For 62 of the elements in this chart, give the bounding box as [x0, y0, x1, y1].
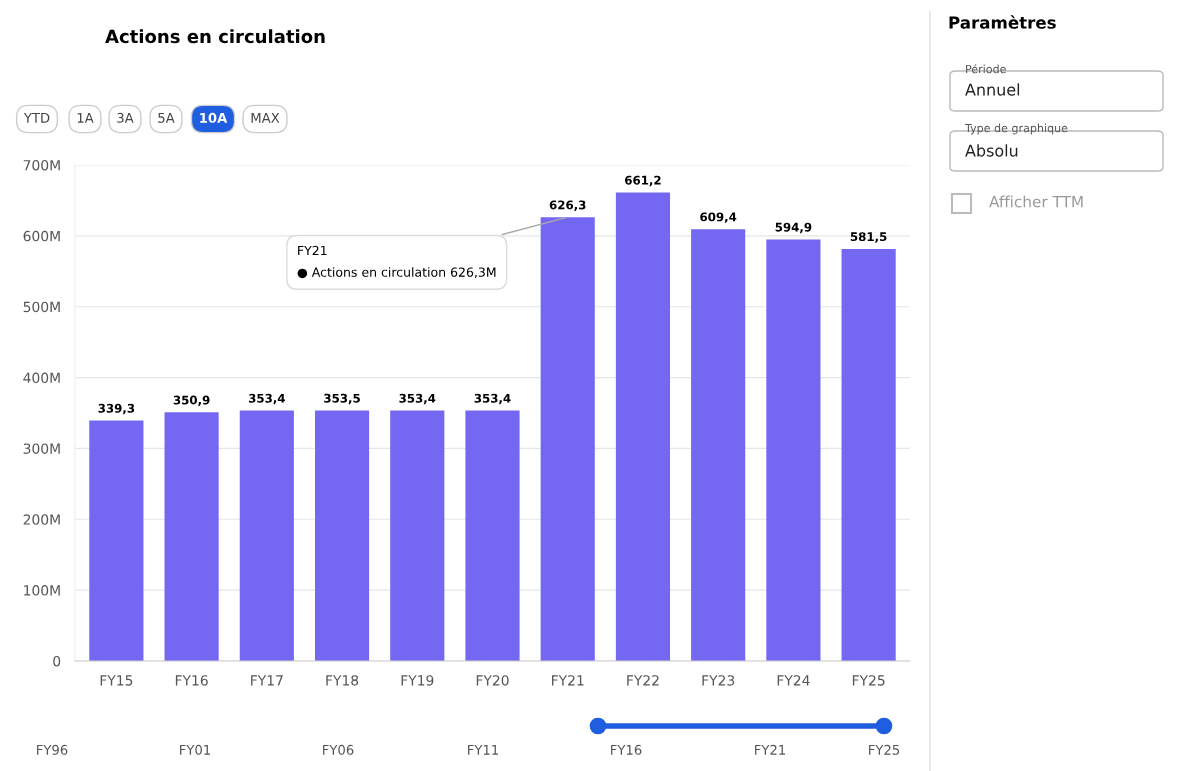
y-tick-label: 300M [23, 443, 60, 454]
y-tick-label: 200M [23, 514, 60, 525]
x-tick-label: FY16 [175, 675, 208, 686]
bar [314, 410, 370, 661]
bar [390, 410, 445, 661]
data-label: 353,4 [474, 393, 511, 405]
text: FY11 [468, 745, 498, 755]
y-tick-label: 400M [23, 372, 60, 384]
data-label: 353,4 [248, 393, 285, 405]
x-tick-label: FY21 [552, 675, 584, 686]
x-tick-label: FY20 [476, 675, 509, 686]
bar [841, 248, 896, 661]
data-label: 581,5 [850, 232, 887, 243]
data-label: 609,4 [700, 212, 737, 223]
text: YTD [23, 113, 50, 123]
y-tick-label: 500M [23, 301, 60, 313]
x-tick-label: FY17 [251, 675, 283, 686]
text: 10A [200, 112, 228, 123]
text: Absolu [965, 144, 1018, 157]
bar [691, 229, 746, 661]
text: Annuel [965, 83, 1020, 96]
x-tick-label: FY23 [702, 675, 735, 686]
chart-title: Actions en circulation [105, 29, 325, 44]
data-label: 626,3 [549, 200, 586, 211]
bar [540, 217, 595, 661]
x-tick-label: FY22 [627, 675, 659, 686]
text: 5A [158, 113, 175, 123]
text: MAX [251, 113, 280, 123]
y-tick-label: 100M [24, 585, 60, 596]
text: Période [966, 64, 1006, 74]
x-tick-label: FY24 [777, 675, 810, 686]
y-tick-label: 700M [23, 159, 60, 171]
bar [766, 239, 821, 661]
data-label: 661,2 [625, 175, 661, 187]
x-tick-label: FY15 [100, 675, 133, 686]
x-tick-label: FY19 [401, 675, 434, 686]
text: Paramètres [949, 15, 1056, 29]
y-tick-label: 600M [23, 230, 60, 242]
bar [465, 410, 520, 661]
x-tick-label: FY18 [326, 675, 359, 686]
bar [89, 420, 144, 661]
annotation: FY21 ● Actions en circulation 626,3M [297, 245, 496, 279]
bar [239, 410, 294, 661]
bar [164, 412, 219, 661]
text: 1A [77, 113, 94, 123]
text: Afficher TTM [989, 195, 1083, 208]
data-label: 353,4 [399, 393, 436, 405]
text: 3A [117, 112, 134, 123]
text: FY96 [37, 744, 68, 755]
text: FY16 [611, 744, 642, 755]
text: Type de graphique [964, 123, 1068, 135]
data-label: 594,9 [775, 222, 812, 234]
text: FY25 [869, 744, 900, 755]
data-label: 339,3 [98, 403, 135, 415]
data-label: 353,5 [324, 393, 360, 405]
x-tick-label: FY25 [852, 675, 885, 686]
text: FY06 [323, 744, 354, 755]
text: FY21 [755, 744, 785, 755]
data-label: 350,9 [173, 395, 210, 407]
y-tick-label: 0 [53, 655, 61, 667]
bar [615, 192, 671, 661]
text: FY01 [180, 744, 210, 755]
